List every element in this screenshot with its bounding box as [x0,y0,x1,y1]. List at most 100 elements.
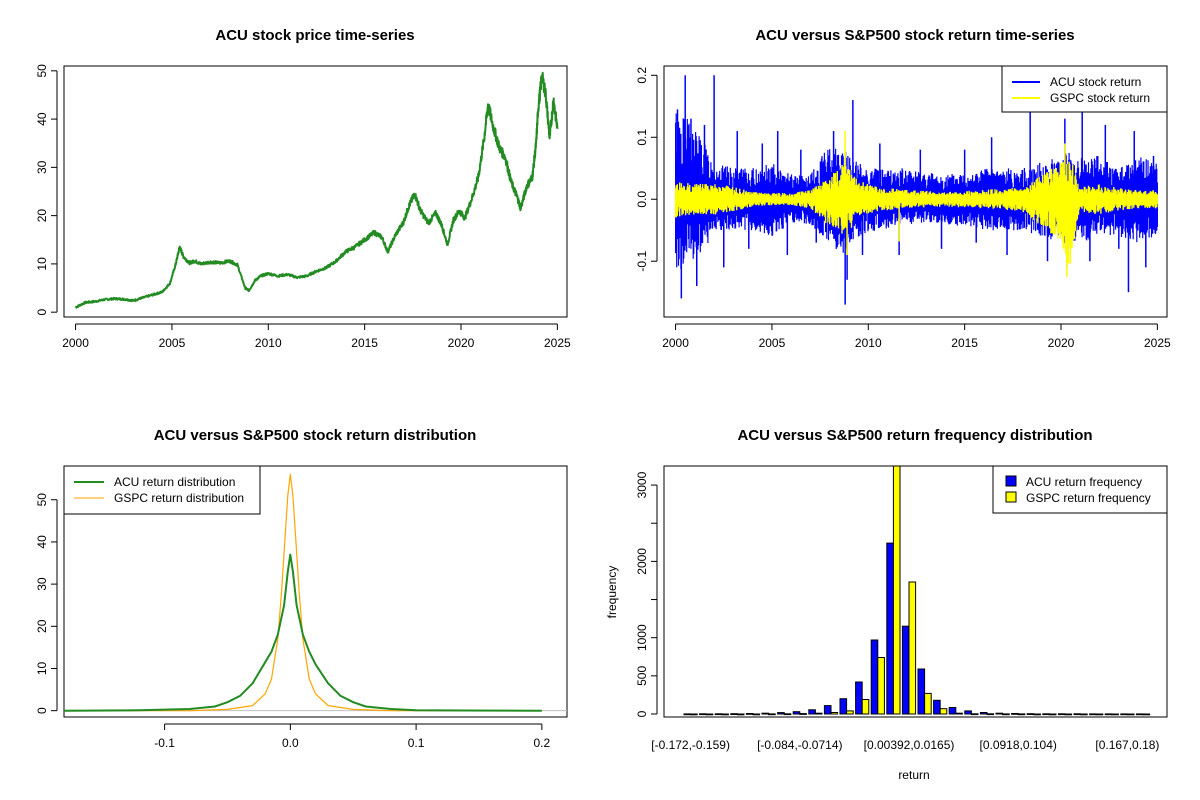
x-tick-label: [-0.084,-0.0714) [757,738,842,752]
return-timeseries-legend: ACU stock return GSPC stock return [1001,65,1168,113]
density-chart-axes: -0.1 0.0 0.1 0.2 0 10 20 30 40 50 [35,493,551,750]
density-chart-title: ACU versus S&P500 stock return distribut… [154,427,477,444]
gspc-frequency-bar [1002,713,1010,716]
x-tick-label: [0.0918,0.104) [979,738,1056,752]
density-chart-panel: ACU versus S&P500 stock return distribut… [35,427,568,750]
x-tick-label: 2015 [951,336,978,350]
gspc-frequency-bar [830,712,839,715]
acu-frequency-bar [1042,713,1050,716]
gspc-density-curve [64,473,542,712]
y-tick-label: 10 [35,661,49,675]
x-tick-label: [-0.172,-0.159) [651,738,730,752]
x-tick-label: 2010 [255,336,282,350]
legend-swatch-acu [1005,475,1017,487]
acu-frequency-bar [933,699,941,715]
y-tick-label: 0 [35,309,49,316]
x-tick-label: 2000 [662,336,689,350]
y-tick-label: 40 [35,112,49,126]
histogram-title: ACU versus S&P500 return frequency distr… [737,427,1092,444]
acu-frequency-bar [886,542,894,715]
acu-frequency-bar [870,639,879,715]
acu-frequency-bar [808,709,816,715]
acu-frequency-bar [964,710,972,715]
acu-frequency-bar [1011,713,1019,715]
acu-frequency-bar [1073,713,1082,716]
gspc-frequency-bar [970,713,979,716]
acu-frequency-bar [917,668,926,715]
x-tick-label: 2025 [1144,336,1171,350]
x-tick-label: 0.1 [408,736,425,750]
x-tick-label: [0.00392,0.0165) [864,738,955,752]
acu-frequency-bar [792,711,801,715]
y-tick-label: 0 [35,707,49,714]
y-tick-label: 500 [635,666,649,686]
gspc-frequency-bar [736,713,745,716]
x-tick-label: 2005 [159,336,186,350]
return-timeseries-frame [663,65,1168,318]
histogram-panel: ACU versus S&P500 return frequency distr… [605,427,1168,782]
y-tick-label: 2000 [635,548,649,575]
legend-box [63,465,261,515]
gspc-frequency-bar [1111,713,1119,716]
return-timeseries-title: ACU versus S&P500 stock return time-seri… [755,27,1074,44]
gspc-frequency-bar [1017,713,1026,716]
legend-box [992,465,1168,514]
y-tick-label: 40 [35,535,49,549]
x-tick-label: 2005 [759,336,786,350]
gspc-frequency-bar [814,712,823,715]
x-tick-label: 2025 [544,336,571,350]
price-chart-title: ACU stock price time-series [215,27,414,44]
acu-frequency-bar [1026,713,1035,716]
legend-label-acu: ACU return distribution [114,475,235,489]
y-tick-label: 0.2 [635,67,649,84]
return-timeseries-marks [674,75,1159,305]
y-tick-label: 20 [35,209,49,223]
x-tick-label: 0.2 [534,736,551,750]
gspc-frequency-bar [924,692,932,715]
gspc-frequency-bar [705,713,714,716]
price-series-line [74,71,559,309]
gspc-frequency-bar [908,581,917,715]
legend-box [1001,65,1168,113]
return-timeseries-panel: ACU versus S&P500 stock return time-seri… [635,27,1171,350]
acu-frequency-bar [855,681,863,715]
y-tick-label: 20 [35,619,49,633]
price-chart-axes: 2000 2005 2010 2015 2020 2025 0 10 20 30 40 50 [35,64,571,350]
histogram-legend: ACU return frequency GSPC return frequen… [992,465,1168,514]
y-tick-label: 50 [35,493,49,507]
y-tick-label: 3000 [635,471,649,498]
legend-label-acu: ACU return frequency [1026,475,1142,489]
y-tick-label: 50 [35,64,49,78]
acu-frequency-bar [1057,713,1066,716]
x-tick-label: [0.167,0.18) [1095,738,1159,752]
gspc-frequency-bar [955,712,963,715]
gspc-frequency-bar [846,710,854,715]
gspc-frequency-bar [1126,713,1135,716]
acu-frequency-bar [777,712,785,715]
acu-frequency-bar [979,712,988,715]
histogram-x-axis-label: return [898,768,929,782]
x-tick-label: 2020 [448,336,475,350]
y-tick-label: 0 [635,710,649,717]
acu-density-curve [63,553,542,712]
x-tick-label: 2020 [1048,336,1075,350]
gspc-frequency-bar [861,699,870,715]
gspc-frequency-bar [721,713,729,716]
histogram-axes: 0 500 1000 2000 3000 [-0.172,-0.159) [-0.084,-… [635,471,1159,752]
y-tick-label: 1000 [635,624,649,651]
x-tick-label: 2015 [351,336,378,350]
acu-frequency-bar [699,713,707,716]
gspc-frequency-bar [1064,713,1073,716]
return-series-band [674,161,1159,264]
gspc-frequency-bar [986,713,995,716]
gspc-return-series [674,131,1159,277]
acu-frequency-bar [823,705,832,715]
acu-frequency-bar [948,707,957,715]
gspc-frequency-bar [1142,713,1151,716]
density-chart-frame [63,465,568,718]
acu-frequency-bar [995,712,1004,715]
histogram-frame [663,465,1168,718]
gspc-frequency-bar [752,713,761,716]
legend-label-gspc: GSPC stock return [1050,91,1150,105]
gspc-frequency-bar [768,713,776,716]
